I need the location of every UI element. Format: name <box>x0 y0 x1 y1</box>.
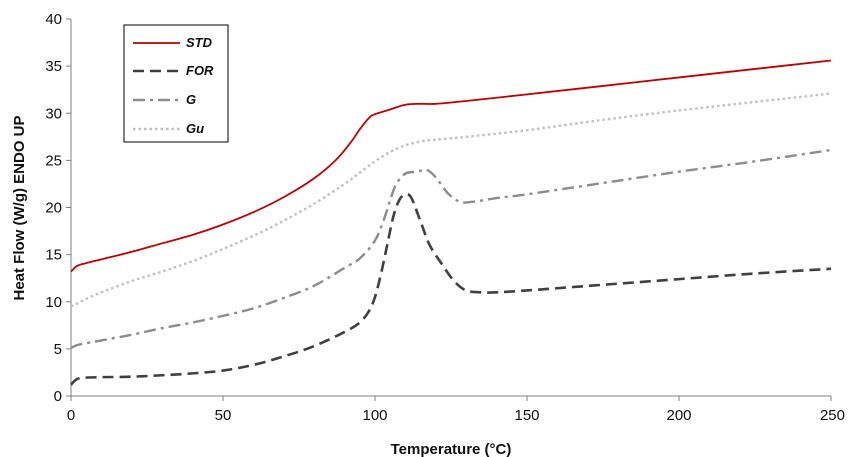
y-tick-label: 5 <box>54 341 62 358</box>
y-tick-label: 10 <box>45 294 62 311</box>
y-tick-label: 20 <box>45 200 62 217</box>
x-tick-label: 100 <box>362 407 387 424</box>
legend-label-gu: Gu <box>186 121 204 136</box>
series-line-gu <box>70 92 832 308</box>
y-axis-title: Heat Flow (W/g) ENDO UP <box>11 116 28 301</box>
x-tick-label: 200 <box>666 407 691 424</box>
series-layer <box>70 59 832 386</box>
legend-label-std: STD <box>186 35 213 50</box>
legend-box <box>123 24 229 143</box>
legend-label-for: FOR <box>186 63 214 78</box>
legend: STD FOR G Gu <box>123 24 229 143</box>
y-tick-label: 35 <box>45 58 62 75</box>
x-tick-label: 50 <box>215 407 232 424</box>
y-tick-label: 40 <box>45 11 62 28</box>
legend-label-g: G <box>186 92 196 107</box>
x-axis-title: Temperature (°C) <box>391 441 512 457</box>
series-line-for <box>70 192 832 386</box>
series-line-g <box>70 148 832 350</box>
y-tick-label: 25 <box>45 152 62 169</box>
x-tick-label: 150 <box>514 407 539 424</box>
y-tick-label: 0 <box>54 388 62 405</box>
y-tick-label: 15 <box>45 247 62 264</box>
axes-layer: 0 5 10 15 20 25 30 35 40 0 50 100 150 200 250 <box>45 11 845 424</box>
x-tick-label: 0 <box>67 407 75 424</box>
series-line-std <box>70 59 832 273</box>
y-tick-label: 30 <box>45 105 62 122</box>
x-tick-label: 250 <box>820 407 845 424</box>
